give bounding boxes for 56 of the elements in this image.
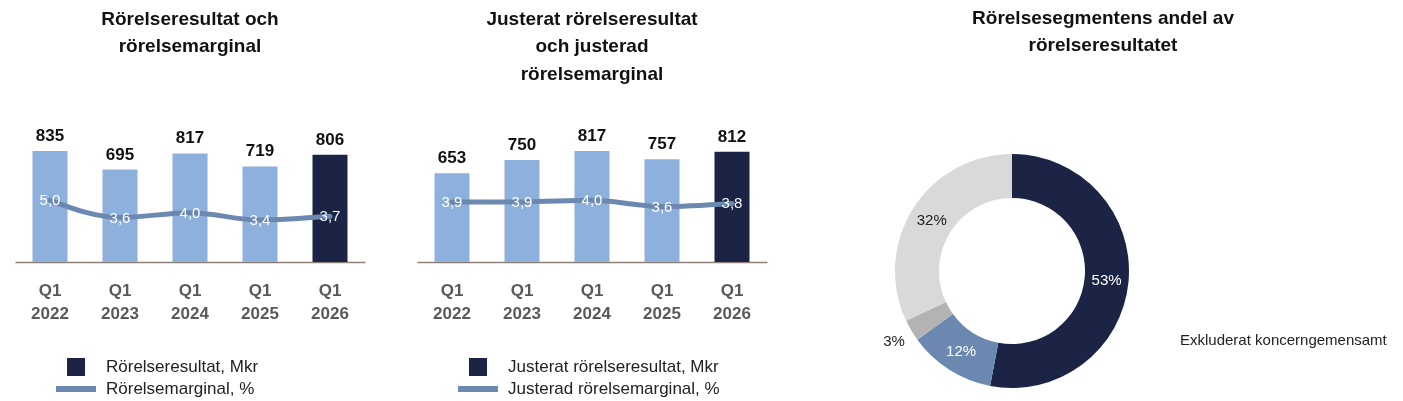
x-tick-label: Q1 2022 — [31, 280, 69, 323]
data-label: 695 — [105, 144, 135, 164]
data-label: 3,9 — [441, 192, 463, 210]
legend-label: Justerat rörelseresultat, Mkr — [508, 357, 720, 376]
legend-label: Justerad rörelsemarginal, % — [508, 379, 720, 398]
x-tick-label: Q1 2025 — [241, 280, 279, 323]
x-tick-label: Q1 2026 — [713, 280, 751, 323]
data-label: 4,0 — [179, 203, 201, 221]
x-tick-label: Q1 2024 — [573, 280, 612, 323]
data-label: 32% — [916, 211, 947, 229]
donut-slice — [906, 302, 953, 340]
data-label: 750 — [507, 135, 537, 155]
data-label: 835 — [35, 126, 65, 145]
bar — [102, 169, 138, 262]
data-label: 3,6 — [109, 208, 131, 226]
x-tick-label: Q1 2026 — [311, 280, 349, 323]
data-label: 757 — [647, 134, 677, 154]
data-label: 3% — [883, 331, 905, 349]
bar — [434, 173, 470, 262]
legend-label: Rörelsemarginal, % — [106, 379, 255, 398]
bar — [242, 166, 278, 262]
x-tick-label: Q1 2023 — [503, 280, 541, 323]
chart-title: Rörelseresultat och rörelsemarginal — [101, 7, 279, 56]
bar — [504, 160, 540, 262]
data-label: 5,0 — [39, 191, 61, 209]
bar — [32, 151, 68, 262]
bar — [312, 154, 348, 262]
donut-slice — [895, 154, 1012, 321]
donut-slice — [990, 154, 1129, 388]
text: Exkluderat koncerngemensamt — [1180, 331, 1388, 348]
chart-title: Justerat rörelseresultat och justerad rörelsemarginal — [486, 7, 699, 84]
x-tick-label: Q1 2025 — [643, 280, 681, 323]
donut-slice — [917, 313, 999, 386]
data-label: 3,4 — [249, 211, 271, 229]
chart-title: Rörelsesegmentens andel av rörelseresultatet — [972, 6, 1235, 55]
data-label: 812 — [717, 126, 747, 146]
bar — [574, 151, 610, 262]
data-label: 53% — [1091, 270, 1122, 288]
data-label: 3,9 — [511, 192, 533, 210]
data-label: 3,8 — [721, 194, 743, 212]
data-label: 4,0 — [581, 191, 603, 209]
x-tick-label: Q1 2024 — [171, 280, 210, 323]
data-label: 3,6 — [651, 197, 673, 215]
x-tick-label: Q1 2022 — [433, 280, 471, 323]
x-tick-label: Q1 2023 — [101, 280, 139, 323]
data-label: 817 — [175, 128, 205, 148]
data-label: 817 — [577, 126, 607, 145]
legend-label: Rörelseresultat, Mkr — [106, 357, 259, 376]
bar — [714, 151, 750, 262]
data-label: 806 — [315, 129, 345, 149]
data-label: 12% — [946, 342, 977, 360]
data-label: 719 — [245, 141, 275, 161]
bar — [172, 153, 208, 262]
data-label: 3,7 — [319, 207, 341, 225]
data-label: 653 — [437, 148, 467, 168]
bar — [644, 159, 680, 262]
